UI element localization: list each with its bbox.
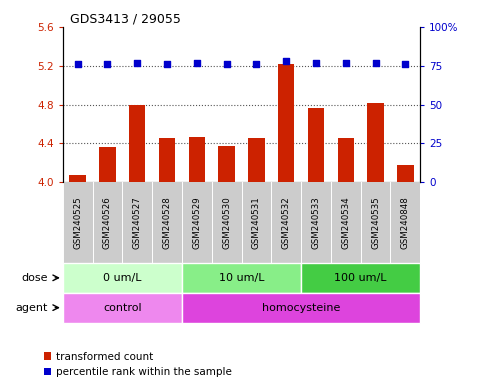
Point	[312, 60, 320, 66]
Text: dose: dose	[21, 273, 48, 283]
Bar	[308, 108, 324, 182]
Text: GSM240532: GSM240532	[282, 196, 291, 249]
Bar	[397, 165, 413, 182]
Bar	[218, 146, 235, 182]
Text: GSM240527: GSM240527	[133, 196, 142, 249]
Text: GSM240528: GSM240528	[163, 196, 171, 249]
Bar	[99, 147, 115, 182]
Bar	[248, 139, 265, 182]
Point	[104, 61, 112, 67]
Point	[163, 61, 171, 67]
Text: homocysteine: homocysteine	[262, 303, 340, 313]
Bar	[70, 175, 86, 182]
Bar	[301, 263, 420, 293]
Text: GSM240533: GSM240533	[312, 196, 320, 249]
Text: GSM240534: GSM240534	[341, 196, 350, 249]
Bar	[63, 293, 182, 323]
Text: 0 um/L: 0 um/L	[103, 273, 142, 283]
Bar	[278, 64, 294, 182]
Bar	[182, 263, 301, 293]
Point	[253, 61, 260, 67]
Bar	[129, 104, 145, 182]
Point	[372, 60, 380, 66]
Bar	[338, 139, 354, 182]
Point	[401, 61, 409, 67]
Text: GSM240848: GSM240848	[401, 196, 410, 249]
Bar	[189, 137, 205, 182]
Point	[223, 61, 230, 67]
Text: GDS3413 / 29055: GDS3413 / 29055	[70, 13, 181, 26]
Text: 10 um/L: 10 um/L	[219, 273, 264, 283]
Point	[74, 61, 82, 67]
Text: 100 um/L: 100 um/L	[334, 273, 387, 283]
Bar	[182, 293, 420, 323]
Text: GSM240535: GSM240535	[371, 196, 380, 249]
Text: GSM240529: GSM240529	[192, 196, 201, 249]
Text: GSM240530: GSM240530	[222, 196, 231, 249]
Text: GSM240531: GSM240531	[252, 196, 261, 249]
Point	[282, 58, 290, 64]
Text: GSM240525: GSM240525	[73, 196, 82, 249]
Point	[342, 60, 350, 66]
Text: control: control	[103, 303, 142, 313]
Bar	[159, 139, 175, 182]
Text: GSM240526: GSM240526	[103, 196, 112, 249]
Bar	[368, 103, 384, 182]
Point	[193, 60, 201, 66]
Point	[133, 60, 141, 66]
Legend: transformed count, percentile rank within the sample: transformed count, percentile rank withi…	[44, 352, 232, 377]
Text: agent: agent	[15, 303, 48, 313]
Bar	[63, 263, 182, 293]
